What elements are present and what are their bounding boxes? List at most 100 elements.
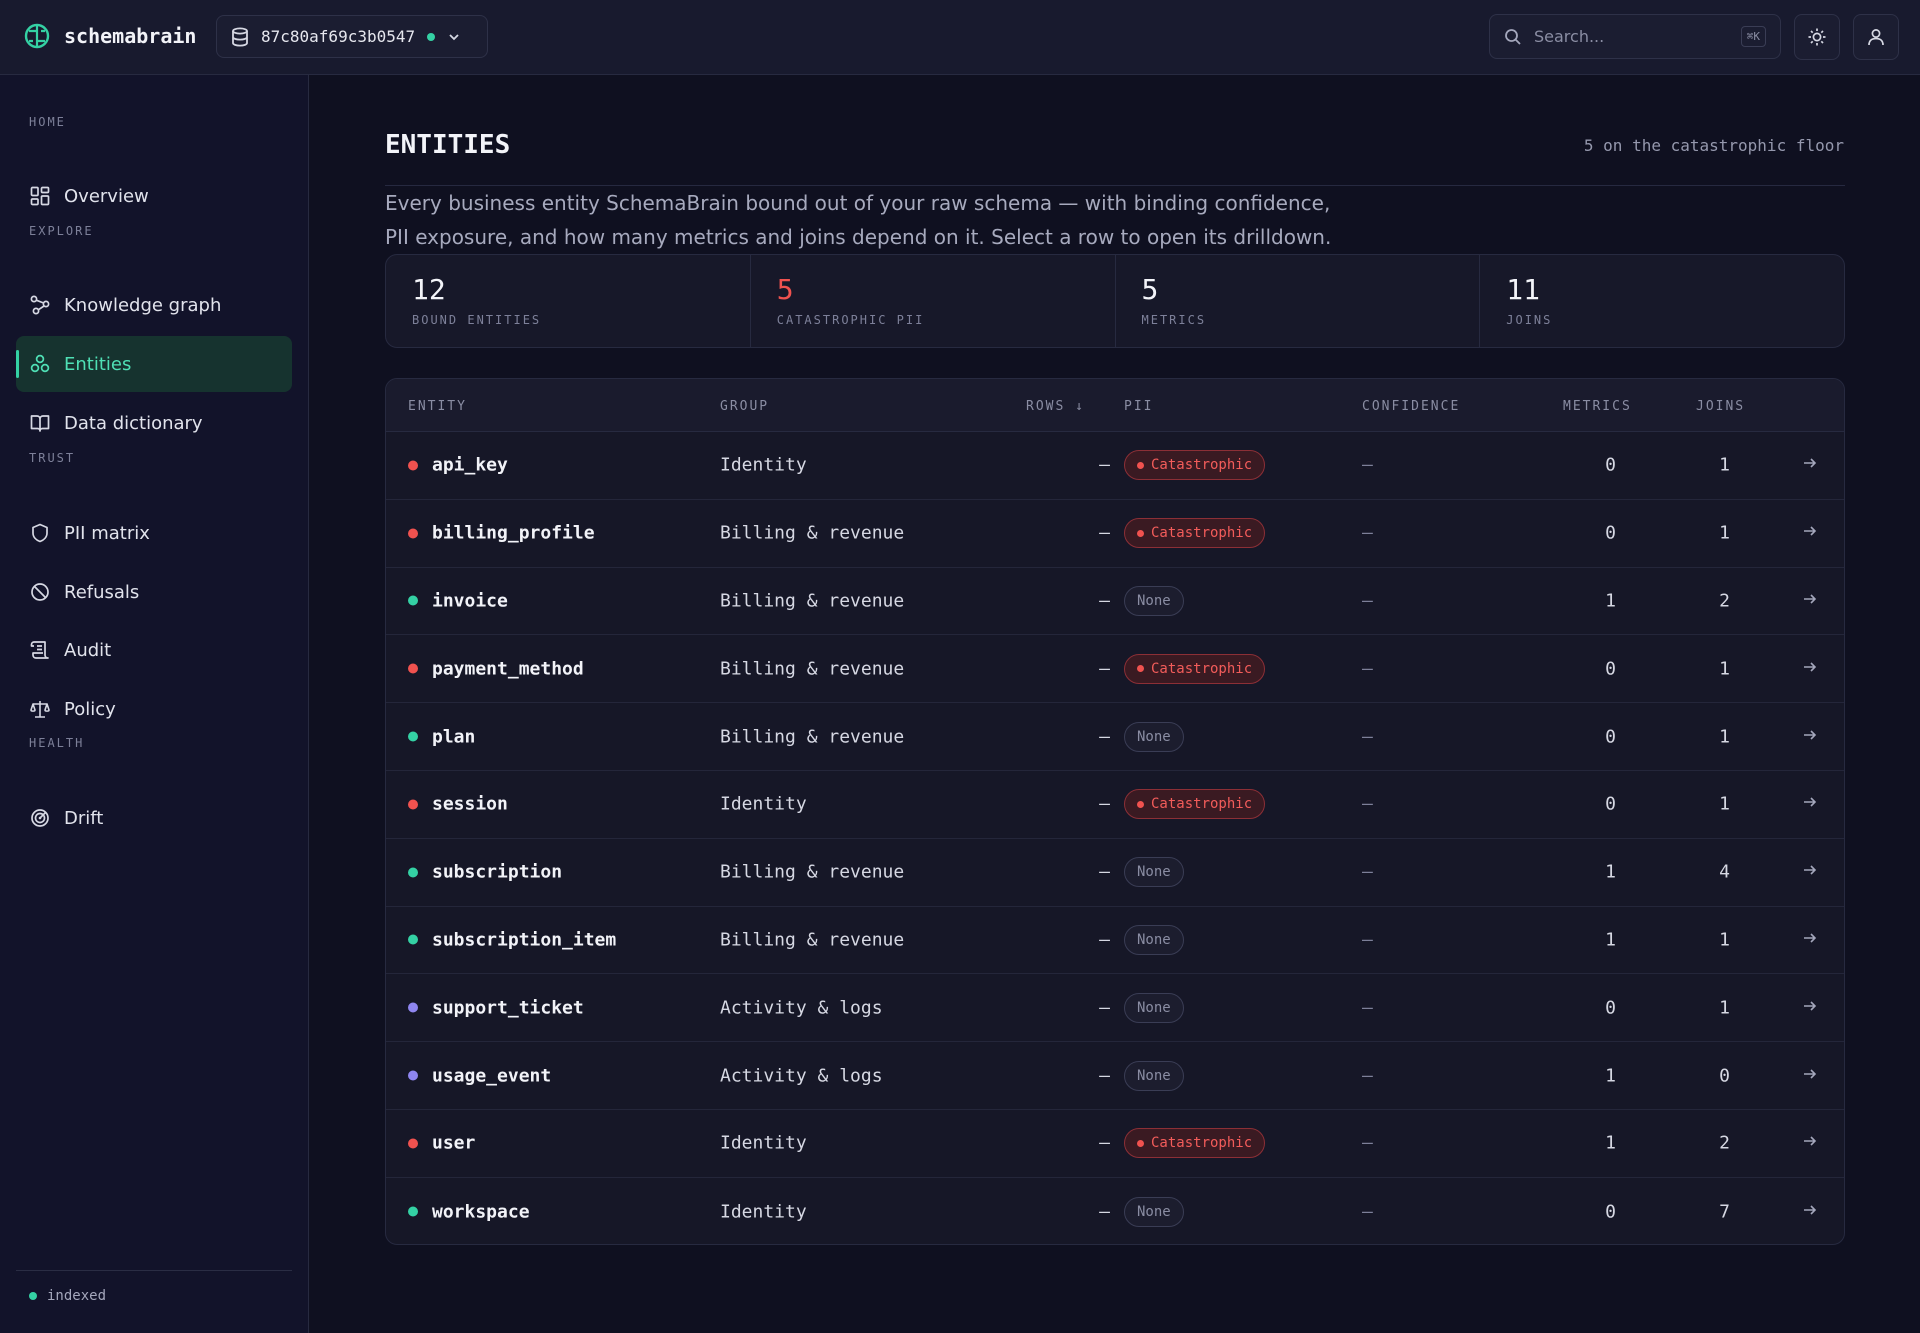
page-title: ENTITIES [385,130,511,160]
metrics-cell: 0 [1605,658,1616,680]
sidebar-item-audit[interactable]: Audit [16,622,292,678]
pii-label: None [1137,592,1171,609]
app-name: schemabrain [64,24,197,48]
sidebar-item-overview[interactable]: Overview [16,168,292,224]
rows-cell: — [1099,454,1110,476]
entity-cell: subscription_item [408,929,616,950]
pii-cell: None [1124,924,1184,955]
open-drilldown-button[interactable] [1802,1202,1818,1222]
confidence-cell: — [1362,590,1373,612]
arrow-right-icon [1804,662,1817,672]
sidebar-item-policy[interactable]: Policy [16,681,292,737]
metrics-cell: 1 [1605,590,1616,612]
open-drilldown-button[interactable] [1802,591,1818,611]
column-header-group[interactable]: GROUP [720,399,770,414]
column-header-metrics[interactable]: METRICS [1563,399,1632,414]
search-input[interactable]: Search... ⌘K [1489,14,1781,59]
table-row[interactable]: subscription_item Billing & revenue — No… [386,907,1844,975]
table-row[interactable]: invoice Billing & revenue — None — 1 2 [386,568,1844,636]
section-label-health: HEALTH [29,736,85,750]
database-selector[interactable]: 87c80af69c3b0547 [216,15,488,58]
pii-cell: Catastrophic [1124,1128,1266,1159]
stat-bound-entities: 12 BOUND ENTITIES [386,255,751,347]
confidence-cell: — [1362,658,1373,680]
rows-cell: — [1099,929,1110,951]
brand[interactable]: schemabrain [24,22,196,50]
entity-status-dot [408,663,418,674]
table-row[interactable]: api_key Identity — Catastrophic — 0 1 [386,432,1844,500]
radar-icon [31,809,49,827]
entity-name: plan [432,726,476,748]
table-row[interactable]: billing_profile Billing & revenue — Cata… [386,500,1844,568]
scroll-icon [30,641,49,659]
pii-cell: Catastrophic [1124,653,1266,684]
table-row[interactable]: subscription Billing & revenue — None — … [386,839,1844,907]
entity-status-dot [408,528,418,539]
sidebar-item-label: Audit [64,639,112,661]
table-row[interactable]: user Identity — Catastrophic — 1 2 [386,1110,1844,1178]
pii-badge: None [1124,1060,1184,1091]
open-drilldown-button[interactable] [1802,455,1818,475]
open-drilldown-button[interactable] [1802,523,1818,543]
pii-label: Catastrophic [1151,457,1253,474]
entity-status-dot [408,799,418,810]
open-drilldown-button[interactable] [1802,930,1818,950]
sidebar-item-label: Drift [64,807,104,829]
table-row[interactable]: usage_event Activity & logs — None — 1 0 [386,1042,1844,1110]
stat-label: METRICS [1141,313,1207,327]
column-header-joins[interactable]: JOINS [1696,399,1746,414]
pii-label: Catastrophic [1151,525,1253,542]
confidence-cell: — [1362,997,1373,1019]
section-label-home: HOME [29,115,66,129]
sidebar-item-refusals[interactable]: Refusals [16,564,292,620]
pii-cell: None [1124,721,1184,752]
pii-dot [1137,665,1144,673]
open-drilldown-button[interactable] [1802,1133,1818,1153]
pii-cell: Catastrophic [1124,518,1266,549]
table-row[interactable]: payment_method Billing & revenue — Catas… [386,635,1844,704]
table-row[interactable]: workspace Identity — None — 0 7 [386,1178,1844,1244]
index-status: indexed [29,1288,106,1304]
group-cell: Identity [720,1201,807,1223]
joins-cell: 7 [1719,1201,1730,1223]
sidebar-item-data-dictionary[interactable]: Data dictionary [16,395,292,451]
open-drilldown-button[interactable] [1802,794,1818,814]
status-dot [29,1292,37,1300]
user-menu-button[interactable] [1853,14,1899,60]
sidebar-item-knowledge-graph[interactable]: Knowledge graph [16,277,292,333]
metrics-cell: 0 [1605,793,1616,815]
column-header-pii[interactable]: PII [1124,399,1154,414]
description-line: PII exposure, and how many metrics and j… [385,225,1332,249]
joins-cell: 2 [1719,590,1730,612]
table-row[interactable]: plan Billing & revenue — None — 0 1 [386,703,1844,771]
arrow-right-icon [1804,1205,1817,1215]
pii-badge: None [1124,1196,1184,1227]
open-drilldown-button[interactable] [1802,1066,1818,1086]
stat-value: 11 [1506,273,1540,306]
entity-status-dot [408,731,418,742]
entity-cell: payment_method [408,658,584,679]
confidence-cell: — [1362,861,1373,883]
sidebar-item-drift[interactable]: Drift [16,790,292,846]
open-drilldown-button[interactable] [1802,727,1818,747]
stat-catastrophic-pii: 5 CATASTROPHIC PII [751,255,1116,347]
sidebar-item-pii-matrix[interactable]: PII matrix [16,505,292,561]
column-header-confidence[interactable]: CONFIDENCE [1362,399,1461,414]
table-row[interactable]: support_ticket Activity & logs — None — … [386,974,1844,1043]
search-shortcut: ⌘K [1740,26,1766,47]
arrow-right-icon [1804,1001,1817,1011]
open-drilldown-button[interactable] [1802,998,1818,1018]
table-row[interactable]: session Identity — Catastrophic — 0 1 [386,771,1844,839]
scale-icon [30,701,50,718]
chevron-down-icon [449,33,459,40]
joins-cell: 1 [1719,726,1730,748]
column-header-entity[interactable]: ENTITY [408,399,467,414]
sidebar-item-entities[interactable]: Entities [16,336,292,392]
entity-name: workspace [432,1201,530,1223]
pii-label: None [1137,728,1171,745]
open-drilldown-button[interactable] [1802,862,1818,882]
theme-toggle-button[interactable] [1794,14,1840,60]
pii-cell: None [1124,992,1184,1023]
open-drilldown-button[interactable] [1802,659,1818,679]
column-header-rows[interactable]: ROWS ↓ [1026,399,1085,414]
